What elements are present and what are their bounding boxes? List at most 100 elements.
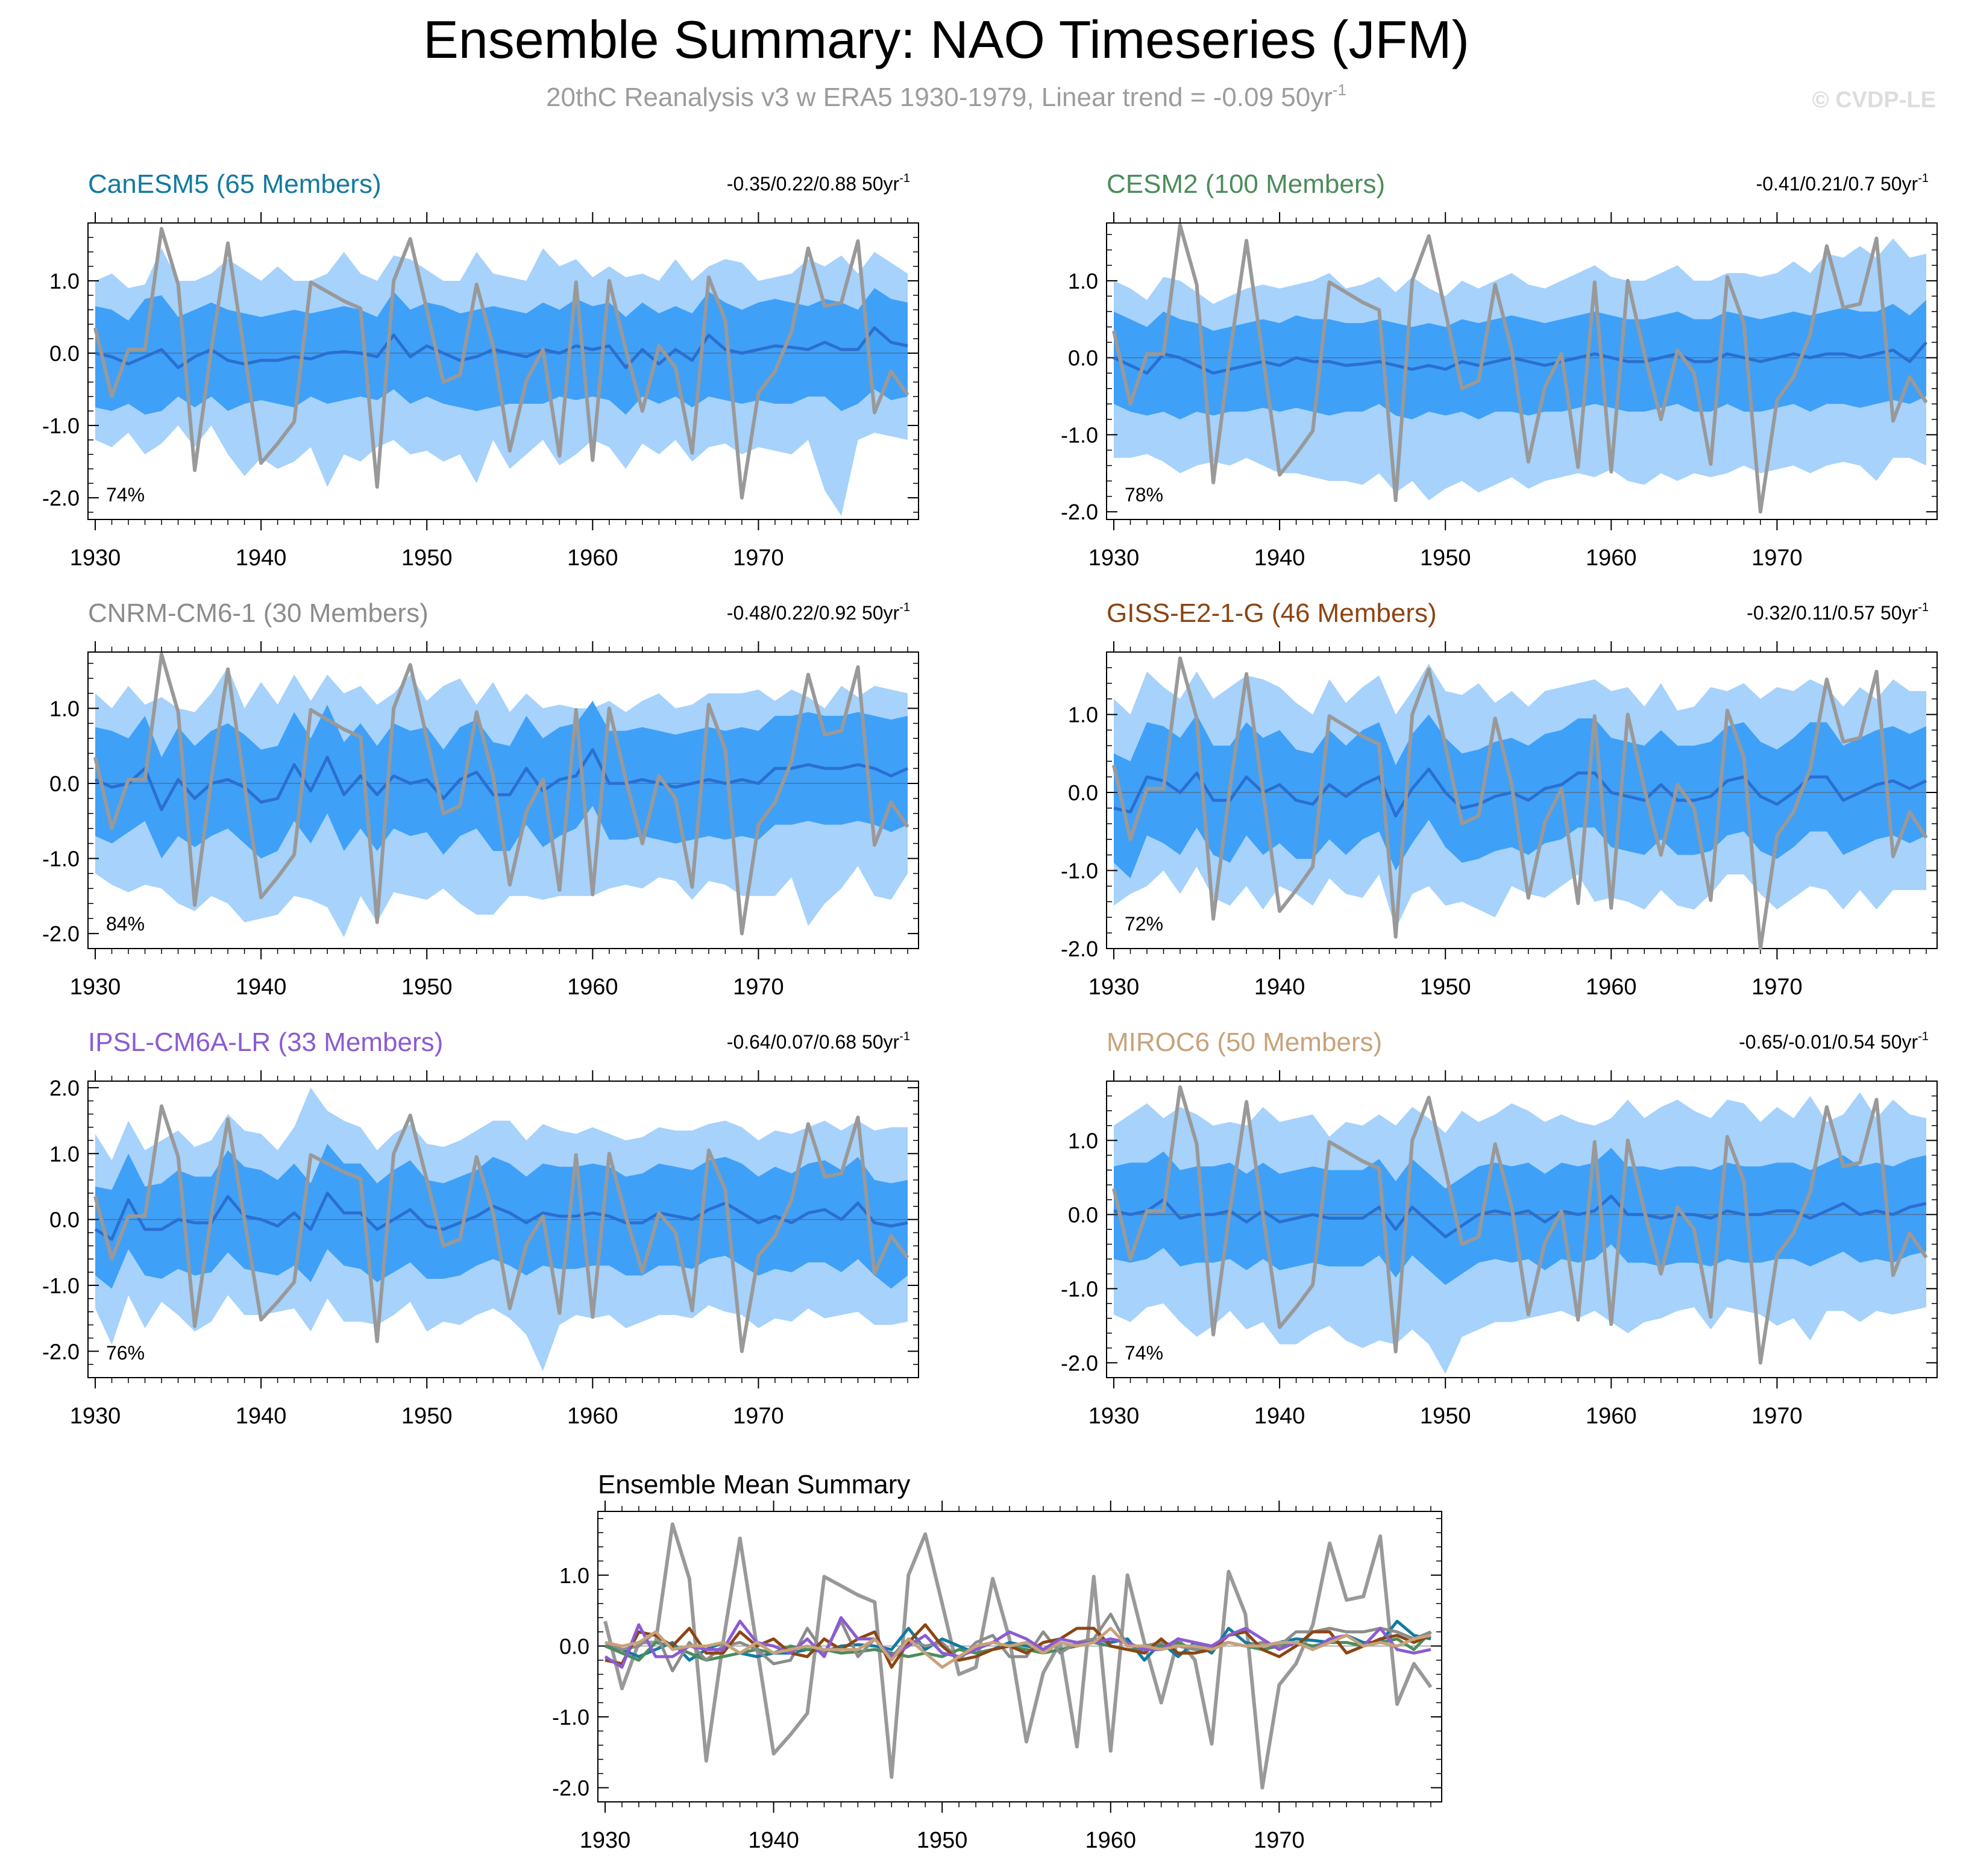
ensemble-mean-summary-panel: 1.0 0.0 -1.0 -2.0 1930 1940 1950 1960 1970 Ensemb… — [552, 1470, 1442, 1853]
panel-2-plot-frame — [87, 651, 919, 949]
summary-ytick-label: 0.0 — [559, 1634, 589, 1658]
panel-0-xtick-label: 1960 — [567, 545, 618, 571]
panel-trend-stats: -0.65/-0.01/0.54 50yr-1 — [1739, 1030, 1929, 1053]
panel-3-xtick-label: 1950 — [1420, 974, 1471, 1000]
trend-stats-unit-exponent: -1 — [899, 1030, 910, 1043]
panel-0-xtick-label: 1930 — [70, 545, 121, 571]
panel-1-ytick-label: 1.0 — [1068, 269, 1098, 293]
trend-stats-unit-exponent: -1 — [1918, 1030, 1929, 1043]
panel-4-xtick-label: 1950 — [401, 1404, 453, 1429]
panel-1-xtick-label: 1930 — [1088, 545, 1140, 571]
trend-stats-unit-exponent: -1 — [1918, 601, 1929, 614]
panel-5-xtick-label: 1930 — [1088, 1404, 1140, 1429]
ensemble-mean-line — [94, 1191, 908, 1241]
panel-4-ytick-label: 0.0 — [49, 1208, 80, 1232]
trend-stats-unit-exponent: -1 — [899, 601, 910, 614]
panel-percent-label: 74% — [106, 484, 145, 506]
trend-stats-value: -0.48/0.22/0.92 50yr — [727, 602, 900, 624]
panel-0-ytick-label: -2.0 — [42, 486, 80, 510]
watermark: © CVDP-LE — [1812, 87, 1936, 113]
panel-model-title: CNRM-CM6-1 (30 Members) — [88, 598, 429, 628]
panel-5-xtick-label: 1950 — [1420, 1404, 1471, 1429]
panel-2: 1.0 0.0 -1.0 -2.0 1930 1940 1950 1960 1970 CNRM-C… — [42, 598, 919, 1000]
panel-1-ytick-label: -2.0 — [1061, 500, 1098, 524]
panel-trend-stats: -0.35/0.22/0.88 50yr-1 — [727, 172, 910, 195]
panel-0: 1.0 0.0 -1.0 -2.0 1930 1940 1950 1960 1970 CanESM… — [42, 169, 919, 571]
trend-stats-value: -0.65/-0.01/0.54 50yr — [1739, 1031, 1918, 1053]
panel-1-plot-frame — [1106, 222, 1938, 520]
panel-3-ytick-label: 0.0 — [1068, 780, 1098, 805]
panel-5-ytick-label: 1.0 — [1068, 1128, 1098, 1153]
panel-2-ytick-label: -1.0 — [42, 847, 80, 871]
summary-ytick-label: 1.0 — [559, 1563, 589, 1588]
summary-xtick-label: 1970 — [1254, 1828, 1305, 1853]
summary-xtick-label: 1960 — [1085, 1828, 1137, 1853]
panel-1: 1.0 0.0 -1.0 -2.0 1930 1940 1950 1960 1970 CESM2 … — [1061, 169, 1938, 571]
panel-4-ytick-label: -2.0 — [42, 1339, 80, 1364]
panel-1-xtick-label: 1940 — [1254, 545, 1305, 571]
observed-line — [1112, 1085, 1928, 1365]
summary-xtick-label: 1930 — [580, 1828, 631, 1853]
panel-0-xtick-label: 1970 — [733, 545, 784, 571]
panel-5-ytick-label: -1.0 — [1061, 1276, 1098, 1301]
trend-stats-value: -0.35/0.22/0.88 50yr — [727, 173, 900, 195]
ensemble-mean-line — [1113, 767, 1927, 818]
panel-trend-stats: -0.41/0.21/0.7 50yr-1 — [1756, 172, 1929, 195]
panel-3-xtick-label: 1970 — [1751, 974, 1803, 1000]
panel-trend-stats: -0.64/0.07/0.68 50yr-1 — [727, 1030, 910, 1053]
panel-2-xtick-label: 1950 — [401, 974, 453, 1000]
panel-model-title: GISS-E2-1-G (46 Members) — [1107, 598, 1437, 628]
panel-trend-stats: -0.32/0.11/0.57 50yr-1 — [1747, 601, 1929, 624]
panel-2-xtick-label: 1930 — [70, 974, 121, 1000]
observed-line — [93, 652, 909, 936]
panel-model-title: MIROC6 (50 Members) — [1107, 1027, 1382, 1057]
summary-observed-line — [603, 1522, 1433, 1790]
panel-3-plot-frame — [1106, 651, 1938, 949]
panel-0-ytick-label: 0.0 — [49, 341, 80, 366]
panel-4: 2.0 1.0 0.0 -1.0 -2.0 1930 1940 1950 1960 1970 IPS… — [42, 1027, 919, 1429]
panel-3-ytick-label: 1.0 — [1068, 703, 1098, 727]
figure-subtitle: 20thC Reanalysis v3 w ERA5 1930-1979, Li… — [546, 81, 1346, 112]
panel-2-ytick-label: -2.0 — [42, 921, 80, 946]
trend-stats-value: -0.41/0.21/0.7 50yr — [1756, 173, 1918, 195]
panel-4-xtick-label: 1940 — [236, 1404, 287, 1429]
summary-model-mean-line-5 — [605, 1627, 1431, 1669]
summary-title: Ensemble Mean Summary — [598, 1470, 910, 1499]
panel-5: 1.0 0.0 -1.0 -2.0 1930 1940 1950 1960 1970 MIROC6… — [1061, 1027, 1938, 1429]
observed-line — [93, 227, 909, 500]
panel-4-ytick-label: 1.0 — [49, 1141, 80, 1166]
summary-ytick-label: -1.0 — [552, 1705, 589, 1730]
ensemble-mean-line — [1113, 1194, 1927, 1238]
panel-5-ytick-label: 0.0 — [1068, 1202, 1098, 1227]
trend-stats-unit-exponent: -1 — [1918, 172, 1929, 185]
panel-0-ytick-label: -1.0 — [42, 413, 80, 438]
panel-4-xtick-label: 1930 — [70, 1404, 121, 1429]
panel-3: 1.0 0.0 -1.0 -2.0 1930 1940 1950 1960 1970 GISS-E… — [1061, 598, 1938, 1000]
panel-1-xtick-label: 1960 — [1586, 545, 1637, 571]
summary-plot-frame — [597, 1511, 1442, 1802]
ensemble-mean-line — [94, 748, 909, 812]
panel-percent-label: 76% — [106, 1342, 145, 1364]
panel-model-title: CanESM5 (65 Members) — [88, 169, 382, 199]
panel-4-ytick-label: 2.0 — [49, 1076, 80, 1100]
panel-1-ytick-label: -1.0 — [1061, 422, 1098, 447]
panel-percent-label: 74% — [1125, 1342, 1163, 1364]
trend-stats-value: -0.64/0.07/0.68 50yr — [727, 1031, 900, 1053]
trend-stats-value: -0.32/0.11/0.57 50yr — [1747, 602, 1918, 624]
summary-xtick-label: 1940 — [748, 1828, 799, 1853]
panel-1-ytick-label: 0.0 — [1068, 346, 1098, 371]
panel-2-ytick-label: 0.0 — [49, 771, 80, 796]
panel-4-ytick-label: -1.0 — [42, 1273, 80, 1298]
ensemble-mean-line — [1113, 341, 1927, 375]
panel-model-title: CESM2 (100 Members) — [1107, 169, 1385, 199]
observed-line — [1112, 223, 1928, 514]
panel-2-xtick-label: 1970 — [733, 974, 784, 1000]
panel-percent-label: 78% — [1125, 484, 1163, 506]
panel-3-xtick-label: 1930 — [1088, 974, 1140, 1000]
panel-2-xtick-label: 1940 — [236, 974, 287, 1000]
panel-0-xtick-label: 1940 — [236, 545, 287, 571]
panel-2-ytick-label: 1.0 — [49, 696, 80, 721]
panel-2-xtick-label: 1960 — [567, 974, 618, 1000]
panel-3-ytick-label: -2.0 — [1061, 936, 1098, 961]
